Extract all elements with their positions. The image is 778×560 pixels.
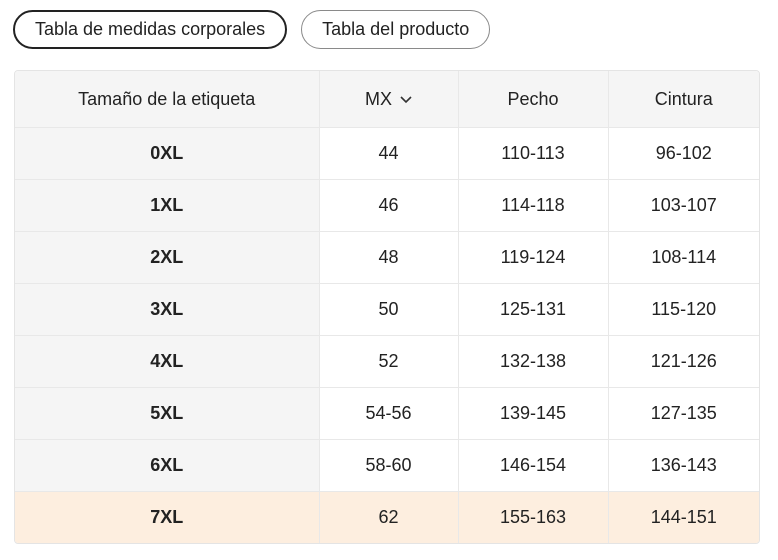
header-cell[interactable]: MX <box>319 71 459 128</box>
header-text: MX <box>365 88 392 109</box>
size-label-cell: 2XL <box>15 231 320 284</box>
table: Tamaño de la etiqueta MX Pecho Cintura 0XL 4… <box>15 71 759 543</box>
value-cell: 115-120 <box>608 283 759 336</box>
tab-button[interactable]: Tabla de medidas corporales <box>13 10 288 49</box>
header-text: Tamaño de la etiqueta <box>78 88 256 109</box>
chevron <box>400 96 412 103</box>
value-cell: 46 <box>319 179 459 232</box>
header-cell: Cintura <box>608 71 759 128</box>
value-cell: 110-113 <box>458 127 609 180</box>
value-cell: 127-135 <box>608 387 759 440</box>
value-cell: 62 <box>319 491 459 543</box>
size-label-cell: 7XL <box>15 491 320 543</box>
size-label-cell: 1XL <box>15 179 320 232</box>
value-cell: 48 <box>319 231 459 284</box>
value-cell: 136-143 <box>608 439 759 492</box>
table-row: 6XL 58-60 146-154 136-143 <box>15 439 759 492</box>
size-table: Tamaño de la etiqueta MX Pecho Cintura 0XL 4… <box>14 70 760 544</box>
value-cell: 125-131 <box>458 283 609 336</box>
value-cell: 58-60 <box>319 439 459 492</box>
size-label-cell: 6XL <box>15 439 320 492</box>
value-cell: 144-151 <box>608 491 759 543</box>
header-row: Tamaño de la etiqueta MX Pecho Cintura <box>15 71 759 128</box>
tab-button[interactable]: Tabla del producto <box>301 10 491 49</box>
value-cell: 96-102 <box>608 127 759 180</box>
size-label-cell: 4XL <box>15 335 320 388</box>
header-text: Pecho <box>507 88 559 109</box>
table-row: 3XL 50 125-131 115-120 <box>15 283 759 336</box>
value-cell: 114-118 <box>458 179 609 232</box>
header-text: Cintura <box>654 88 713 109</box>
value-cell: 44 <box>319 127 459 180</box>
value-cell: 50 <box>319 283 459 336</box>
value-cell: 103-107 <box>608 179 759 232</box>
value-cell: 108-114 <box>608 231 759 284</box>
value-cell: 132-138 <box>458 335 609 388</box>
tab-bar: Tabla de medidas corporales Tabla del pro… <box>13 10 491 49</box>
dropdown-icon[interactable] <box>400 96 412 104</box>
table-row: 2XL 48 119-124 108-114 <box>15 231 759 284</box>
size-label-cell: 0XL <box>15 127 320 180</box>
value-cell: 121-126 <box>608 335 759 388</box>
header-cell: Tamaño de la etiqueta <box>15 71 320 128</box>
size-label-cell: 3XL <box>15 283 320 336</box>
table-row: 4XL 52 132-138 121-126 <box>15 335 759 388</box>
value-cell: 155-163 <box>458 491 609 543</box>
table-row: 0XL 44 110-113 96-102 <box>15 127 759 180</box>
value-cell: 54-56 <box>319 387 459 440</box>
table-row: 7XL 62 155-163 144-151 <box>15 491 759 543</box>
table-body: 0XL 44 110-113 96-102 1XL 46 114-118 103-107 2XL… <box>15 127 759 543</box>
size-label-cell: 5XL <box>15 387 320 440</box>
table-row: 5XL 54-56 139-145 127-135 <box>15 387 759 440</box>
header-cell: Pecho <box>458 71 609 128</box>
table-row: 1XL 46 114-118 103-107 <box>15 179 759 232</box>
value-cell: 146-154 <box>458 439 609 492</box>
value-cell: 52 <box>319 335 459 388</box>
value-cell: 139-145 <box>458 387 609 440</box>
value-cell: 119-124 <box>458 231 609 284</box>
